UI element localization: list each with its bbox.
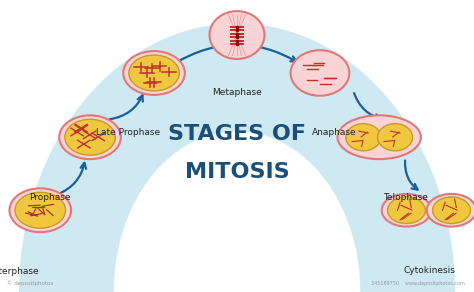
Ellipse shape [337,115,421,159]
Text: MITOSIS: MITOSIS [185,162,289,182]
Text: Late Prophase: Late Prophase [96,128,160,138]
Ellipse shape [291,50,349,96]
Ellipse shape [59,115,121,159]
Ellipse shape [346,124,381,151]
Text: Metaphase: Metaphase [212,88,262,97]
Polygon shape [19,23,455,292]
Text: © depositphotos: © depositphotos [7,281,54,286]
Ellipse shape [65,119,115,155]
Text: Cytokinesis: Cytokinesis [403,266,455,275]
Ellipse shape [123,51,185,95]
Ellipse shape [382,194,431,227]
Text: Telophase: Telophase [383,193,428,202]
Text: Prophase: Prophase [29,193,71,202]
Ellipse shape [433,197,470,224]
Text: Interphase: Interphase [0,267,38,276]
Ellipse shape [427,194,474,227]
Ellipse shape [9,188,71,232]
Ellipse shape [377,124,412,151]
Ellipse shape [388,197,425,224]
Ellipse shape [129,55,179,91]
Text: STAGES OF: STAGES OF [168,124,306,144]
Ellipse shape [15,192,65,228]
Text: Anaphase: Anaphase [312,128,356,138]
Text: 345189750    www.depositphotos.com: 345189750 www.depositphotos.com [371,281,465,286]
Ellipse shape [210,11,264,59]
